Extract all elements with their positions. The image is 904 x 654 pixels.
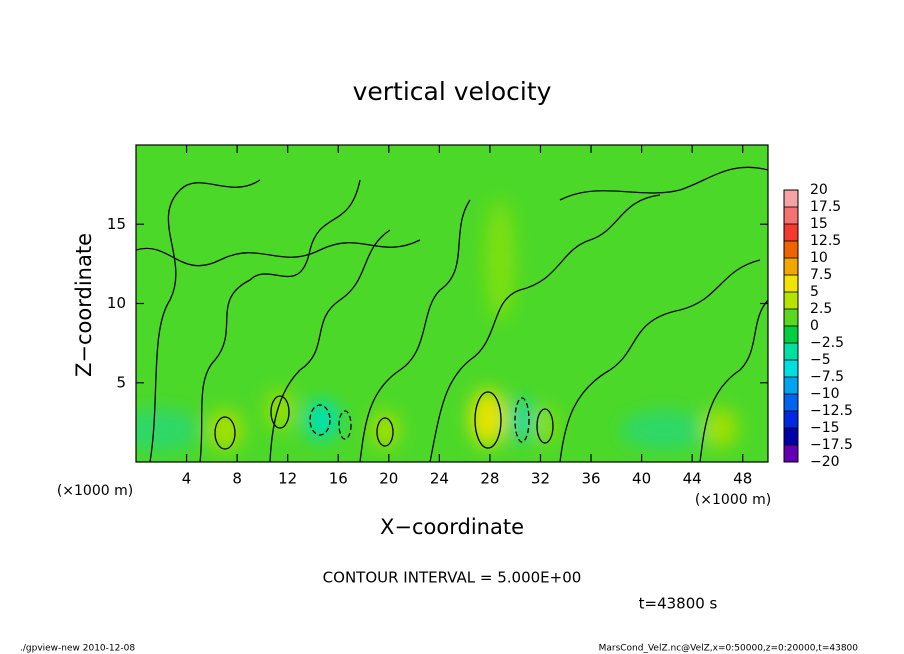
colorbar-bin	[784, 224, 798, 241]
colorbar-bin	[784, 343, 798, 360]
x-tick-label: 28	[480, 470, 499, 488]
x-tick-label: 40	[632, 470, 651, 488]
x-tick-label: 4	[182, 470, 192, 488]
colorbar-label: 15	[810, 216, 828, 232]
colorbar-label: −17.5	[810, 437, 853, 453]
colorbar-label: 7.5	[810, 267, 832, 283]
x-tick-label: 24	[430, 470, 449, 488]
colorbar-bin	[784, 428, 798, 445]
colorbar-label: −20	[810, 454, 840, 470]
y-axis-label: Z−coordinate	[72, 233, 96, 377]
colorbar-label: 10	[810, 250, 828, 266]
x-tick-label: 20	[379, 470, 398, 488]
colorbar-bin	[784, 326, 798, 343]
footer-left: ./gpview-new 2010-12-08	[20, 644, 135, 654]
colorbar-bin	[784, 445, 798, 462]
x-tick-label: 32	[531, 470, 550, 488]
colorbar-label: −12.5	[810, 403, 853, 419]
colorbar-bin	[784, 377, 798, 394]
colorbar-label: 17.5	[810, 199, 841, 215]
colorbar-label: 0	[810, 318, 819, 334]
y-tick-label: 10	[107, 294, 126, 312]
time-label: t=43800 s	[639, 595, 718, 613]
colorbar-label: 5	[810, 284, 819, 300]
x-unit-left: (×1000 m)	[57, 483, 133, 499]
colorbar-label: 2.5	[810, 301, 832, 317]
x-tick-label: 36	[581, 470, 600, 488]
y-tick-label: 5	[116, 373, 126, 391]
x-unit-right: (×1000 m)	[695, 492, 771, 508]
colorbar-bin	[784, 275, 798, 292]
colorbar-bin	[784, 411, 798, 428]
colorbar-label: 12.5	[810, 233, 841, 249]
colorbar-label: 20	[810, 182, 828, 198]
field-background	[136, 145, 768, 462]
field	[136, 145, 768, 462]
colorbar-bin	[784, 394, 798, 411]
x-tick-label: 48	[733, 470, 752, 488]
contour-interval: CONTOUR INTERVAL = 5.000E+00	[323, 569, 582, 587]
x-tick-label: 12	[278, 470, 297, 488]
colorbar-bin	[784, 207, 798, 224]
colorbar-bin	[784, 309, 798, 326]
footer-right: MarsCond_VelZ.nc@VelZ,x=0:50000,z=0:2000…	[599, 644, 859, 654]
contour-lines	[136, 166, 768, 462]
colorbar-bin	[784, 360, 798, 377]
y-tick-label: 15	[107, 215, 126, 233]
colorbar-bin	[784, 241, 798, 258]
x-tick-label: 8	[232, 470, 242, 488]
colorbar-label: −7.5	[810, 369, 844, 385]
colorbar-bin	[784, 190, 798, 207]
colorbar-bin	[784, 292, 798, 309]
colorbar-label: −10	[810, 386, 840, 402]
colorbar-label: −5	[810, 352, 831, 368]
x-axis-label: X−coordinate	[380, 515, 524, 539]
colorbar-bin	[784, 258, 798, 275]
x-tick-label: 16	[329, 470, 348, 488]
colorbar-label: −15	[810, 420, 840, 436]
colorbar-label: −2.5	[810, 335, 844, 351]
chart-title: vertical velocity	[353, 77, 552, 106]
x-tick-label: 44	[683, 470, 702, 488]
